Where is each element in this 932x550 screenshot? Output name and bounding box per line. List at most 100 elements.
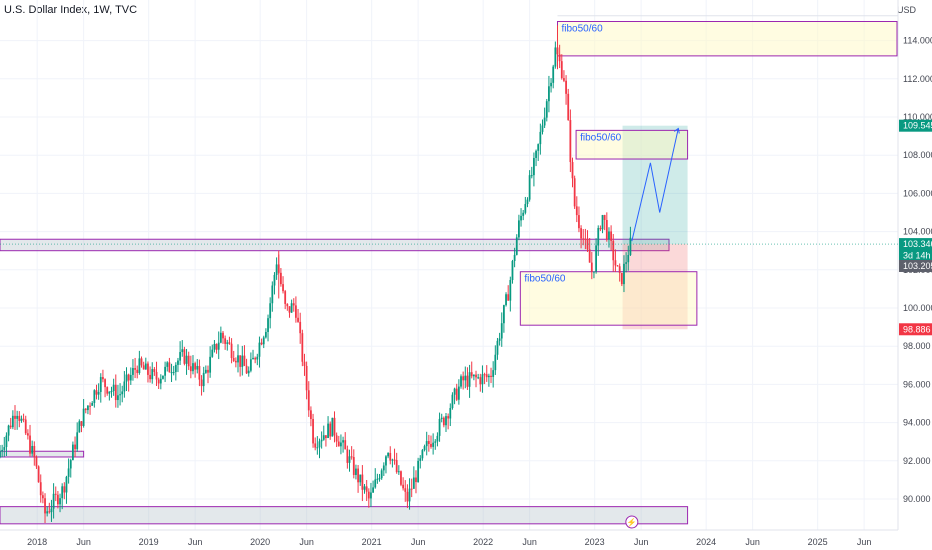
fibo-box[interactable]	[519, 271, 698, 326]
candle-body	[91, 402, 94, 406]
candle-body	[297, 317, 299, 322]
candle-body	[59, 498, 61, 505]
x-tick-label: 2025	[808, 537, 828, 547]
candle-body	[475, 374, 477, 378]
candle-body	[11, 415, 14, 428]
candle-body	[537, 144, 540, 151]
candle-body	[179, 352, 182, 361]
candle-body	[63, 486, 66, 493]
candle-body	[271, 285, 274, 304]
y-tick-label: 96.000	[903, 379, 931, 389]
candle-body	[535, 150, 537, 158]
candle-body	[346, 449, 349, 463]
candle-body	[264, 331, 267, 338]
candle-body	[367, 491, 370, 499]
x-tick-label: 2023	[585, 537, 605, 547]
candle-body	[565, 80, 567, 94]
candle-body	[147, 363, 149, 375]
candle-body	[449, 408, 452, 419]
candle-body	[571, 162, 574, 179]
candle-body	[554, 47, 557, 67]
candle-body	[627, 254, 630, 263]
candle-body	[138, 358, 141, 374]
candle-body	[286, 303, 289, 307]
candle-body	[378, 478, 381, 480]
candle-body	[310, 410, 312, 419]
candle-body	[320, 439, 323, 442]
x-tick-label: Jun	[188, 537, 203, 547]
x-tick-label: Jun	[299, 537, 314, 547]
event-marker[interactable]	[625, 515, 639, 529]
candle-body	[20, 418, 23, 421]
candle-body	[614, 260, 617, 266]
support-resistance-zone[interactable]	[0, 506, 689, 525]
candle-body	[348, 456, 351, 463]
candle-body	[395, 460, 398, 473]
candle-body	[26, 433, 29, 436]
candle-body	[258, 342, 261, 357]
x-tick-label: Jun	[76, 537, 91, 547]
candle-body	[344, 440, 347, 450]
price-tag-label: 98.886	[903, 324, 931, 334]
candle-body	[247, 370, 250, 374]
candle-body	[417, 460, 420, 483]
candle-body	[389, 452, 392, 461]
candle-body	[155, 371, 158, 380]
candle-body	[121, 391, 124, 395]
candle-body	[48, 511, 51, 513]
candle-body	[37, 466, 40, 483]
candle-body	[563, 78, 565, 81]
candle-body	[586, 238, 589, 250]
candle-body	[290, 303, 293, 313]
candle-body	[72, 444, 74, 461]
candle-body	[174, 364, 177, 373]
candle-body	[87, 405, 89, 411]
fibo-box[interactable]	[575, 129, 689, 160]
candle-body	[511, 260, 514, 281]
candle-body	[522, 212, 525, 216]
x-tick-label: Jun	[745, 537, 760, 547]
projection-path[interactable]	[631, 128, 679, 242]
candle-body	[67, 468, 70, 477]
candle-body	[481, 374, 484, 385]
candle-body	[359, 474, 362, 483]
candle-body	[462, 376, 465, 381]
candle-body	[108, 391, 111, 394]
fibo-label: fibo50/60	[562, 24, 604, 35]
y-tick-label: 98.000	[903, 341, 931, 351]
candle-body	[419, 458, 422, 461]
y-tick-label: 112.000	[903, 74, 932, 84]
candle-body	[230, 343, 233, 359]
candle-body	[327, 423, 329, 439]
candle-body	[151, 369, 154, 380]
candle-body	[198, 365, 201, 380]
candle-body	[153, 369, 156, 372]
candle-body	[445, 416, 447, 426]
candle-body	[5, 435, 8, 448]
support-resistance-zone[interactable]	[0, 238, 670, 252]
fibo-label: fibo50/60	[580, 132, 622, 143]
candle-body	[595, 245, 597, 272]
candle-body	[447, 416, 450, 419]
candle-body	[114, 384, 117, 401]
candle-body	[505, 294, 507, 306]
candle-body	[391, 459, 394, 461]
candle-body	[363, 486, 366, 490]
fibo-box[interactable]	[557, 21, 898, 57]
candle-body	[54, 493, 57, 495]
candle-body	[119, 394, 121, 396]
candle-body	[69, 460, 72, 469]
x-tick-label: 2024	[696, 537, 716, 547]
candle-body	[322, 435, 325, 440]
candle-body	[136, 369, 139, 374]
candle-body	[31, 445, 34, 454]
candle-body	[0, 451, 1, 457]
candle-body	[479, 377, 482, 385]
candle-body	[282, 284, 284, 292]
candle-body	[33, 445, 36, 457]
candle-body	[528, 175, 531, 200]
price-tag-label: 109.545	[903, 121, 932, 131]
candle-body	[415, 477, 417, 483]
support-resistance-zone[interactable]	[0, 450, 85, 458]
